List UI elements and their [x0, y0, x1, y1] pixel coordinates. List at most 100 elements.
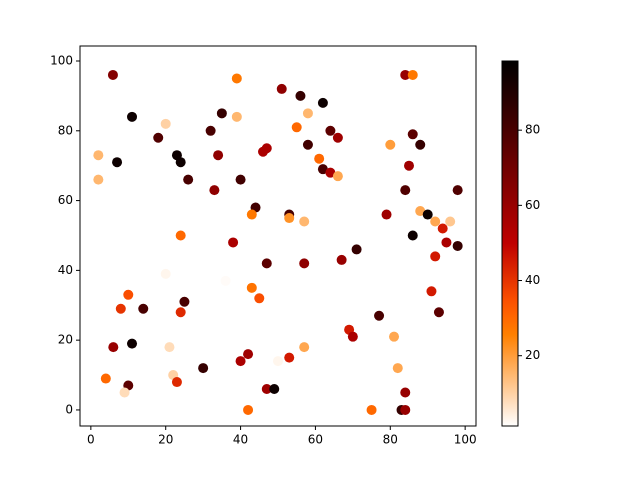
point	[407, 129, 418, 140]
point	[138, 303, 149, 314]
point	[246, 282, 257, 293]
point	[261, 258, 272, 269]
point	[183, 174, 194, 185]
y-tick-label: 40	[58, 263, 73, 277]
point	[209, 185, 220, 196]
point	[160, 118, 171, 129]
point	[299, 258, 310, 269]
point	[254, 293, 265, 304]
point	[302, 108, 313, 119]
colorbar-tick-label: 60	[525, 198, 540, 212]
colorbar-tick-label: 80	[525, 123, 540, 137]
point	[332, 171, 343, 182]
point	[302, 139, 313, 150]
point	[314, 153, 325, 164]
colorbar-tick-label: 20	[525, 348, 540, 362]
point	[179, 296, 190, 307]
point	[175, 307, 186, 318]
point	[400, 185, 411, 196]
point	[381, 209, 392, 220]
y-tick-label: 100	[50, 54, 73, 68]
point	[243, 404, 254, 415]
point	[164, 342, 175, 353]
point	[400, 404, 411, 415]
point	[299, 342, 310, 353]
point	[175, 230, 186, 241]
point	[317, 97, 328, 108]
x-tick-label: 0	[87, 433, 95, 447]
point	[228, 237, 239, 248]
x-tick-label: 20	[158, 433, 173, 447]
point	[100, 373, 111, 384]
point	[351, 244, 362, 255]
point	[299, 216, 310, 227]
point	[123, 289, 134, 300]
point	[445, 216, 456, 227]
point	[119, 387, 130, 398]
point	[205, 125, 216, 136]
point	[392, 363, 403, 374]
point	[317, 164, 328, 175]
point	[235, 356, 246, 367]
x-tick-label: 40	[233, 433, 248, 447]
point	[374, 310, 385, 321]
point	[430, 216, 441, 227]
point	[430, 251, 441, 262]
point	[437, 223, 448, 234]
point	[220, 275, 231, 286]
point	[115, 303, 126, 314]
point	[295, 90, 306, 101]
point	[284, 352, 295, 363]
point	[400, 69, 411, 80]
point	[269, 384, 280, 395]
point	[235, 174, 246, 185]
x-tick-label: 100	[454, 433, 477, 447]
point	[258, 146, 269, 157]
point	[452, 185, 463, 196]
plot-frame	[79, 45, 477, 427]
point	[325, 125, 336, 136]
point	[93, 150, 104, 161]
colorbar	[501, 60, 519, 427]
point	[385, 139, 396, 150]
point	[441, 237, 452, 248]
point	[175, 157, 186, 168]
point	[276, 83, 287, 94]
point	[336, 254, 347, 265]
point	[389, 331, 400, 342]
x-tick-label: 80	[383, 433, 398, 447]
point	[198, 363, 209, 374]
point	[108, 342, 119, 353]
point	[246, 209, 257, 220]
point	[284, 213, 295, 224]
point	[400, 387, 411, 398]
y-tick-label: 20	[58, 333, 73, 347]
point	[243, 349, 254, 360]
x-tick-label: 60	[308, 433, 323, 447]
point	[415, 139, 426, 150]
point	[112, 157, 123, 168]
point	[231, 73, 242, 84]
point	[213, 150, 224, 161]
point	[273, 356, 283, 367]
point	[93, 174, 104, 185]
point	[231, 111, 242, 122]
point	[216, 108, 227, 119]
point	[107, 69, 118, 80]
point	[291, 122, 302, 133]
point	[261, 384, 272, 395]
point	[332, 132, 343, 143]
point	[415, 206, 426, 217]
point	[127, 111, 138, 122]
y-tick-label: 0	[65, 402, 73, 416]
point	[160, 268, 171, 279]
point	[325, 167, 336, 178]
point	[452, 240, 463, 251]
point	[426, 286, 437, 297]
point	[153, 132, 164, 143]
point	[171, 377, 182, 388]
point	[366, 404, 377, 415]
point	[404, 160, 415, 171]
point	[347, 331, 358, 342]
